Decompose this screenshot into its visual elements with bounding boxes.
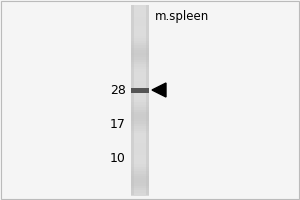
Bar [131,31,149,34]
Bar [131,159,149,162]
Bar [131,57,149,60]
Bar [131,5,134,195]
Bar [131,183,149,186]
Bar [131,43,149,46]
Bar [131,64,149,67]
Bar [146,5,149,195]
Bar [131,114,149,117]
Bar [131,188,149,191]
Bar [131,112,149,115]
Bar [131,83,149,86]
Bar [131,33,149,36]
Bar [131,143,149,146]
Bar [131,72,149,74]
Bar [131,48,149,51]
Bar [131,164,149,167]
Bar [131,102,149,105]
Bar [131,50,149,53]
Bar [131,60,149,62]
Bar [131,171,149,174]
Bar [131,52,149,55]
Bar [131,86,149,89]
Bar [131,126,149,129]
Bar [131,26,149,29]
Bar [131,129,149,131]
Bar [131,45,149,48]
Bar [131,155,149,158]
Bar [131,29,149,32]
Bar [131,133,149,136]
Bar [131,10,149,13]
Bar [131,145,149,148]
Bar [131,140,149,143]
Text: 10: 10 [110,152,126,164]
Bar [131,81,149,84]
Bar [131,93,149,96]
Bar [131,17,149,20]
Bar [131,119,149,122]
Bar [131,88,149,92]
Bar [131,181,149,184]
Bar [131,105,149,108]
Bar [131,62,149,65]
Bar [131,157,149,160]
Bar [131,15,149,17]
Bar [131,121,149,124]
Bar [131,174,149,176]
Bar [131,69,149,72]
Text: m.spleen: m.spleen [155,10,209,23]
Bar [131,24,149,27]
Bar [131,95,149,98]
Bar [131,100,149,103]
Bar [131,22,149,24]
Bar [131,67,149,70]
Bar [131,90,149,93]
Bar [131,152,149,155]
Bar [131,190,149,193]
Bar [131,107,149,110]
Bar [131,136,149,138]
Bar [131,162,149,165]
Bar [131,76,149,79]
Bar [131,176,149,179]
Text: 28: 28 [110,84,126,97]
Bar [131,7,149,10]
Bar [131,138,149,141]
Bar [131,74,149,77]
Bar [131,36,149,39]
Polygon shape [152,83,166,97]
Bar [131,169,149,172]
Bar [131,178,149,181]
Bar [131,193,149,196]
Bar [131,88,149,91]
Bar [131,166,149,169]
Bar [131,38,149,41]
Bar [131,55,149,58]
Bar [131,12,149,15]
Bar [131,131,149,134]
Bar [131,5,149,8]
Bar [131,124,149,127]
Bar [131,110,149,112]
Bar [131,79,149,82]
Bar [131,98,149,100]
Bar [131,150,149,153]
Bar [131,19,149,22]
Text: 17: 17 [110,118,126,132]
Bar [131,117,149,119]
Bar [131,41,149,44]
Bar [131,148,149,150]
Bar [131,186,149,188]
